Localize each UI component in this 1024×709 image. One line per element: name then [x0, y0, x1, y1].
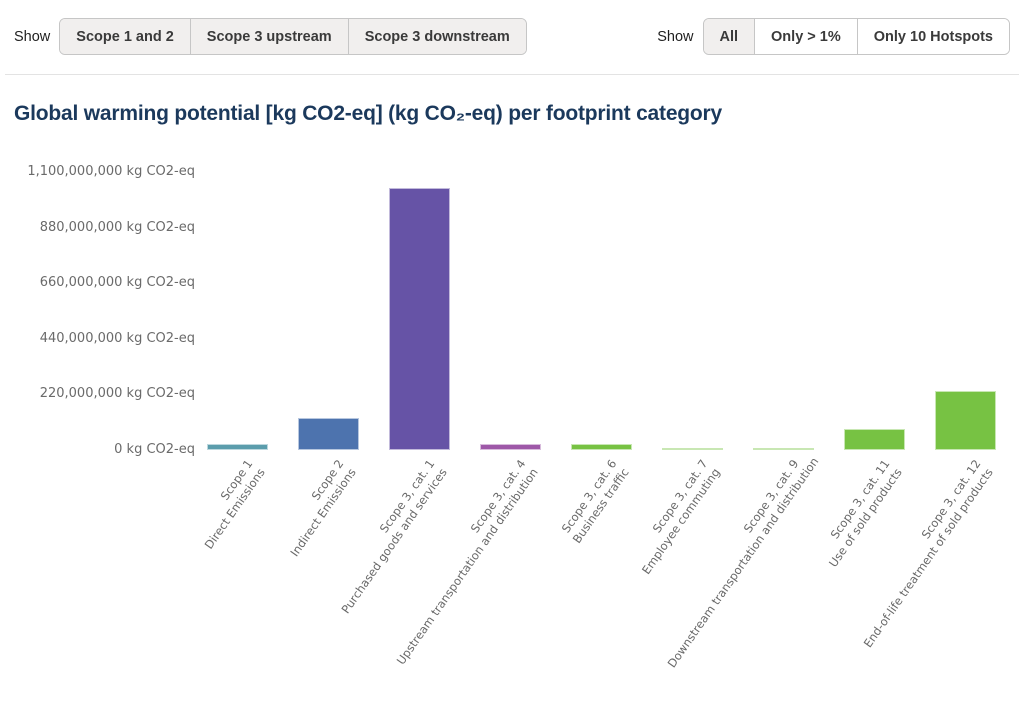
bar[interactable] — [298, 418, 359, 450]
bar[interactable] — [844, 428, 905, 450]
y-axis-tick-label: 220,000,000 kg CO2-eq — [39, 386, 195, 402]
bar[interactable] — [207, 443, 268, 450]
bar[interactable] — [389, 188, 450, 450]
scope-3-upstream-button[interactable]: Scope 3 upstream — [190, 19, 349, 54]
y-axis-tick-label: 1,100,000,000 kg CO2-eq — [27, 164, 195, 179]
show-label-right: Show — [657, 29, 694, 45]
y-axis-tick-label: 0 kg CO2-eq — [114, 442, 195, 457]
only-gt-1pct-button[interactable]: Only > 1% — [755, 19, 858, 54]
y-axis-tick-label: 660,000,000 kg CO2-eq — [39, 275, 195, 291]
scope-1-and-2-button[interactable]: Scope 1 and 2 — [60, 19, 191, 54]
chart-title: Global warming potential [kg CO2-eq] (kg… — [14, 102, 723, 125]
display-filter-button-group: All Only > 1% Only 10 Hotspots — [702, 18, 1010, 55]
display-filter-section: Show All Only > 1% Only 10 Hotspots — [657, 18, 1010, 55]
bar[interactable] — [571, 444, 632, 450]
show-label-left: Show — [14, 29, 51, 45]
y-axis-tick-label: 880,000,000 kg CO2-eq — [39, 219, 195, 235]
bar[interactable] — [753, 448, 814, 450]
y-axis-tick-label: 440,000,000 kg CO2-eq — [39, 330, 195, 346]
show-all-button[interactable]: All — [703, 19, 756, 54]
scope-filter-button-group: Scope 1 and 2 Scope 3 upstream Scope 3 d… — [59, 18, 527, 55]
scope-filter-section: Show Scope 1 and 2 Scope 3 upstream Scop… — [14, 18, 527, 55]
scope-3-downstream-button[interactable]: Scope 3 downstream — [348, 19, 526, 54]
bar[interactable] — [662, 448, 723, 450]
bar-chart: 1,100,000,000 kg CO2-eq 880,000,000 kg CO… — [0, 152, 1024, 706]
bar[interactable] — [480, 444, 541, 450]
toolbar-divider — [5, 74, 1019, 75]
filter-toolbar: Show Scope 1 and 2 Scope 3 upstream Scop… — [0, 0, 1024, 74]
bar[interactable] — [935, 391, 996, 450]
only-10-hotspots-button[interactable]: Only 10 Hotspots — [857, 19, 1009, 54]
